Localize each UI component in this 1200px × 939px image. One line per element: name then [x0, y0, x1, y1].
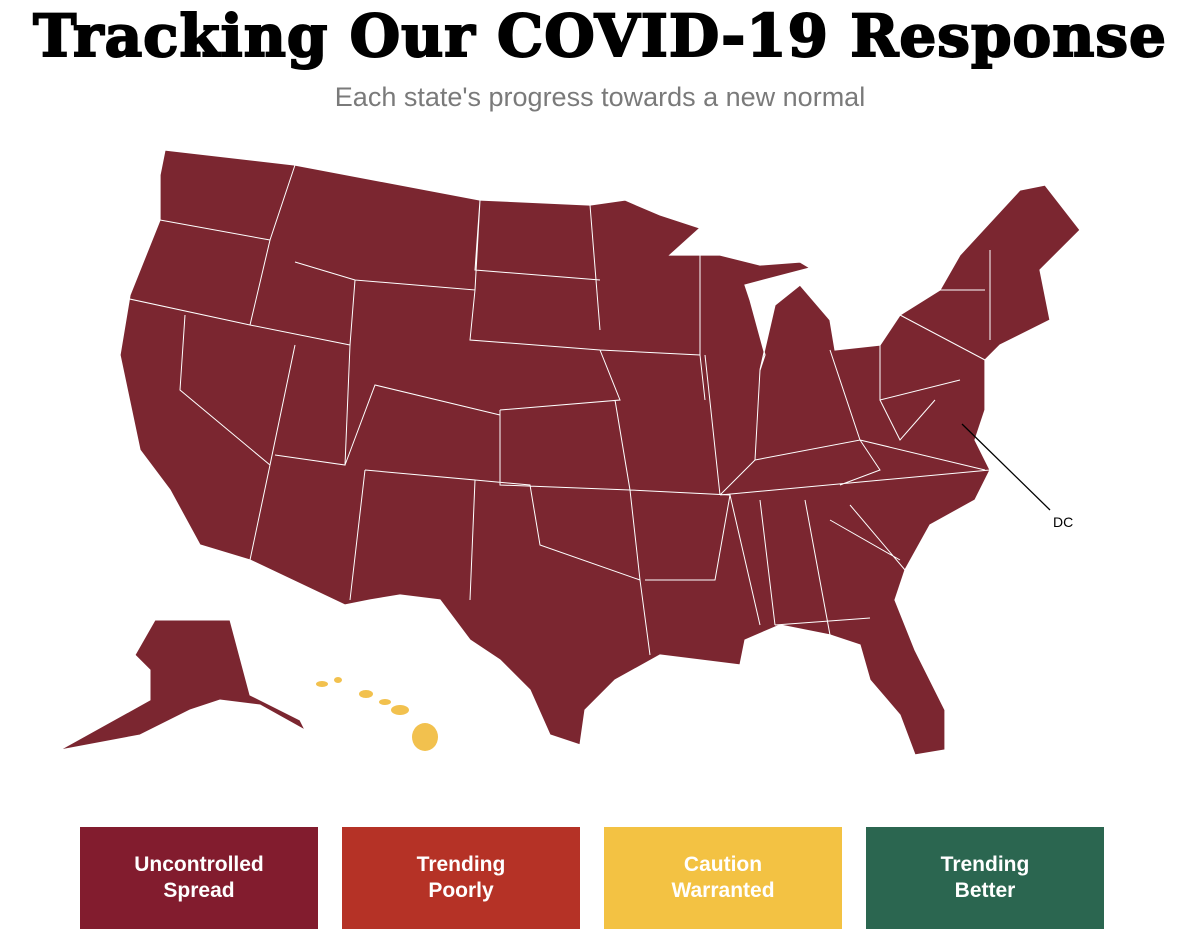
state-borders: [124, 164, 991, 656]
mainland: [119, 149, 1081, 756]
legend-label: Uncontrolled Spread: [134, 853, 264, 902]
us-map: DC: [59, 149, 1081, 756]
title: Tracking Our COVID-19 Response: [32, 1, 1167, 71]
dc-label: DC: [1053, 514, 1073, 530]
legend-label: Caution Warranted: [671, 853, 775, 902]
dc-leader-line: [961, 423, 1051, 511]
legend-item: Trending Better: [866, 827, 1104, 929]
legend-item: Caution Warranted: [604, 827, 842, 929]
legend-label: Trending Poorly: [416, 853, 506, 902]
subtitle: Each state's progress towards a new norm…: [334, 82, 866, 112]
alaska: [59, 619, 307, 751]
legend-label: Trending Better: [940, 853, 1030, 902]
legend-item: Uncontrolled Spread: [80, 827, 318, 929]
legend-item: Trending Poorly: [342, 827, 580, 929]
hawaii: [316, 677, 438, 751]
